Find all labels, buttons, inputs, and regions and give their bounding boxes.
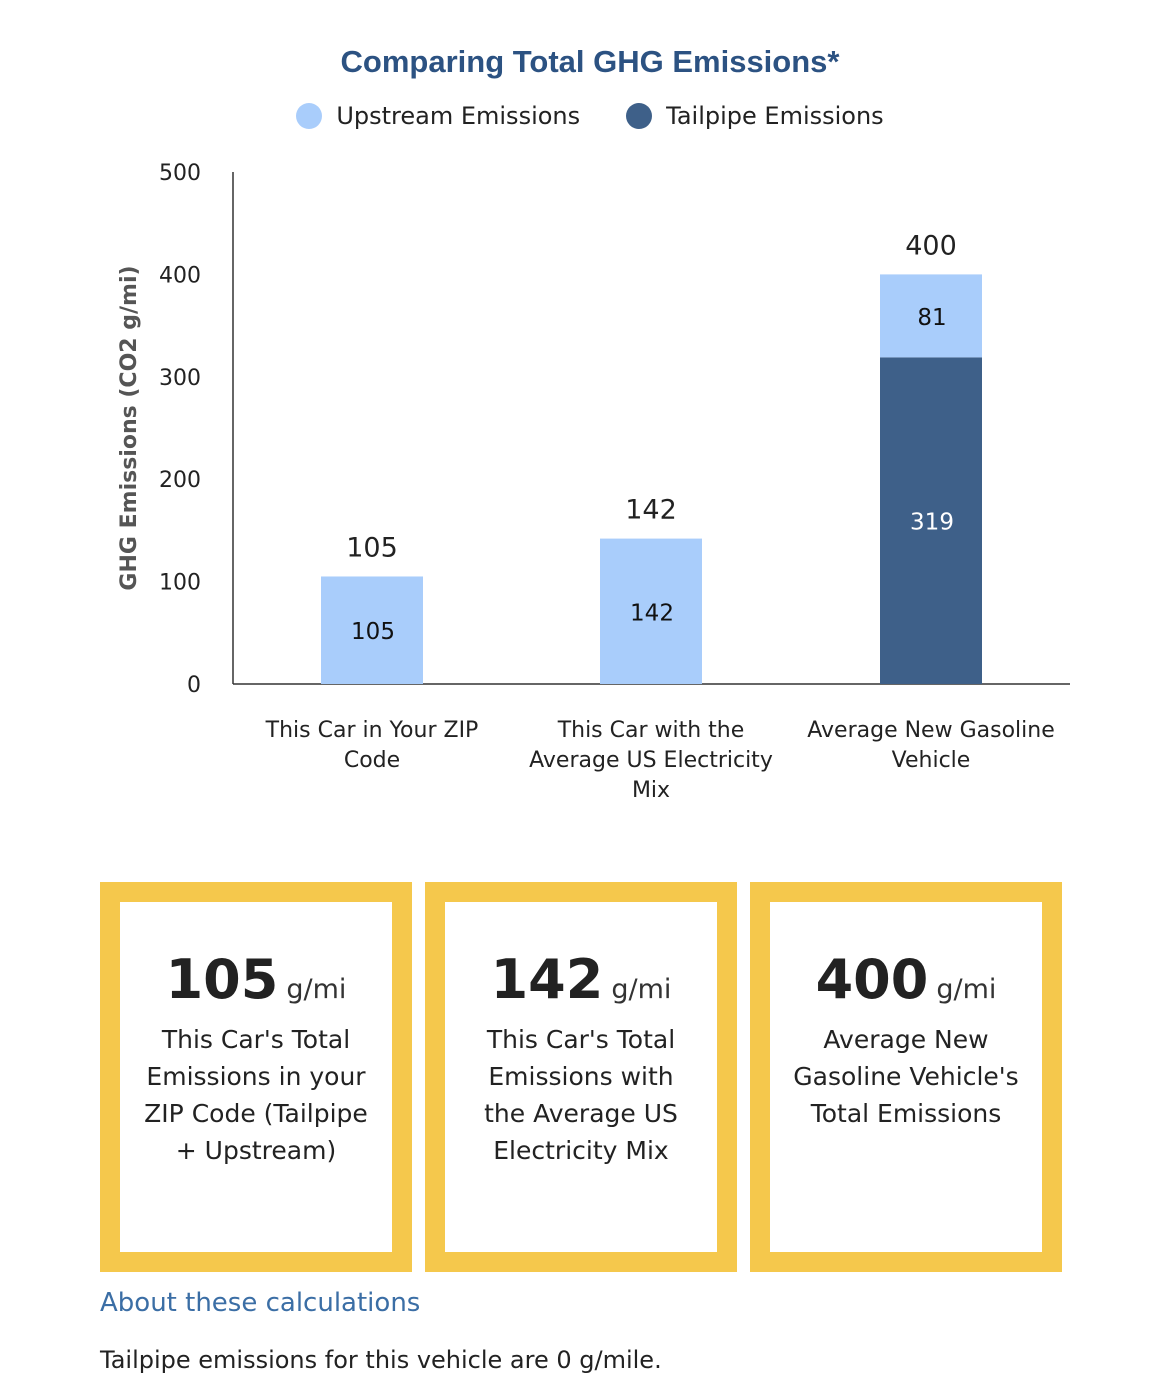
legend-label: Tailpipe Emissions [666,102,884,130]
y-tick-label: 400 [159,263,201,288]
card-description: This Car's Total Emissions in your ZIP C… [144,1025,368,1165]
card-unit: g/mi [611,974,672,1005]
y-tick-label: 200 [159,468,201,493]
x-tick-label: Mix [632,778,670,803]
bar-total-label: 142 [625,495,677,526]
bar-segment [880,357,982,684]
bar-value-label: 142 [630,600,674,626]
tailpipe-note: Tailpipe emissions for this vehicle are … [100,1346,662,1374]
summary-card: 142 g/mi This Car's Total Emissions with … [425,882,737,1272]
bar-total-label: 105 [346,532,398,563]
legend-label: Upstream Emissions [336,102,581,130]
card-description: This Car's Total Emissions with the Aver… [484,1025,678,1165]
summary-card: 400 g/mi Average New Gasoline Vehicle's T… [750,882,1062,1272]
chart-title: Comparing Total GHG Emissions* [340,44,840,79]
bar-value-label: 105 [351,619,395,645]
chart-legend: Upstream Emissions Tailpipe Emissions [0,102,1170,130]
legend-item-upstream[interactable]: Upstream Emissions [296,102,580,130]
x-tick-label: Vehicle [892,748,971,773]
summary-card: 105 g/mi This Car's Total Emissions in yo… [100,882,412,1272]
y-tick-label: 500 [159,161,201,186]
card-value: 400 [815,948,929,1011]
legend-item-tailpipe[interactable]: Tailpipe Emissions [626,102,884,130]
card-value: 105 [165,948,279,1011]
bar-value-label: 319 [910,510,954,536]
y-tick-label: 0 [187,673,201,698]
bar-chart: 0 100 200 300 400 500 GHG Emissions (CO2 g/mi)… [117,161,1070,803]
bar-segment [321,576,423,684]
legend-dot-icon [626,103,653,129]
bar-value-label: 81 [917,305,946,331]
x-tick-label: This Car in Your ZIP [265,718,479,743]
about-calculations-link[interactable]: About these calculations [100,1288,421,1318]
y-tick-label: 300 [159,366,201,391]
y-tick-label: 100 [159,571,201,596]
bar-total-label: 400 [905,230,957,261]
x-tick-label: Average New Gasoline [807,718,1054,743]
x-tick-label: Code [344,748,400,773]
card-unit: g/mi [936,974,997,1005]
x-tick-label: Average US Electricity [529,748,773,773]
bar-segment [600,538,702,684]
x-tick-label: This Car with the [557,718,745,743]
bar-segment [880,274,982,358]
card-unit: g/mi [286,974,347,1005]
legend-dot-icon [296,103,323,129]
y-axis-title: GHG Emissions (CO2 g/mi) [117,265,142,590]
card-value: 142 [490,948,604,1011]
card-description: Average New Gasoline Vehicle's Total Emi… [793,1025,1019,1128]
